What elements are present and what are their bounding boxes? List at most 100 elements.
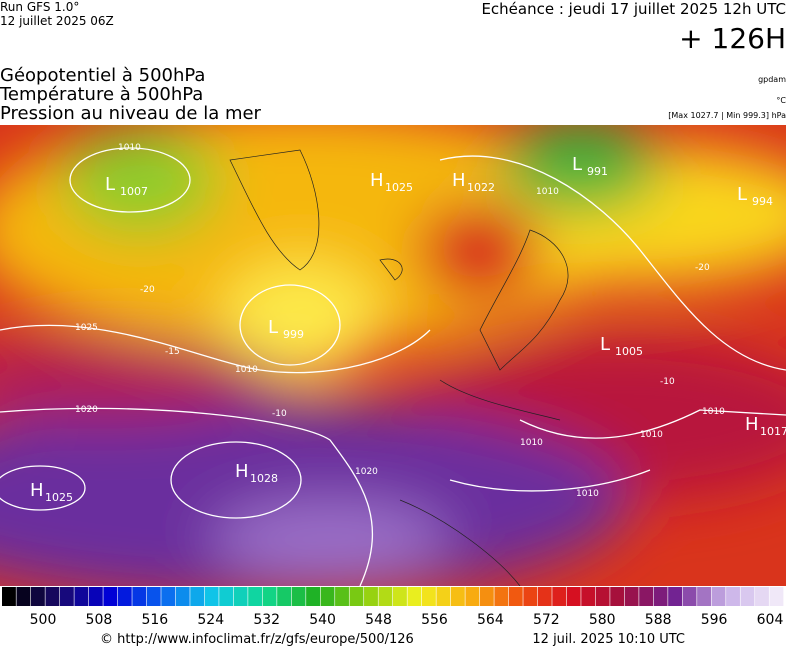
pressure-value: 991 bbox=[587, 165, 608, 178]
color-swatch bbox=[726, 587, 740, 606]
contour-label: 1010 bbox=[640, 430, 663, 440]
contour-label: 1020 bbox=[355, 467, 378, 477]
pressure-value: 1022 bbox=[467, 181, 495, 194]
color-swatch bbox=[552, 587, 567, 606]
pressure-value: 1025 bbox=[45, 491, 73, 504]
color-swatch bbox=[2, 587, 16, 606]
color-swatch bbox=[233, 587, 248, 606]
colorbar-tick-label: 508 bbox=[86, 612, 113, 628]
color-swatch bbox=[204, 587, 219, 606]
color-swatch bbox=[407, 587, 422, 606]
pressure-value: 1028 bbox=[250, 472, 278, 485]
pressure-value: 994 bbox=[752, 195, 773, 208]
color-swatch bbox=[262, 587, 277, 606]
color-swatch bbox=[248, 587, 263, 606]
color-swatch bbox=[711, 587, 726, 606]
run-date: 12 juillet 2025 06Z bbox=[0, 14, 114, 28]
field: Température à 500hPa bbox=[0, 84, 203, 105]
color-swatch bbox=[769, 587, 784, 606]
pressure-center: L bbox=[737, 184, 747, 205]
colorbar-tick-label: 500 bbox=[30, 612, 57, 628]
colorbar-tick-label: 604 bbox=[757, 612, 784, 628]
color-swatch bbox=[349, 587, 364, 606]
contour-label: 1010 bbox=[536, 187, 559, 197]
pressure-value: 1025 bbox=[385, 181, 413, 194]
color-swatch bbox=[697, 587, 711, 606]
pressure-center: L bbox=[105, 174, 115, 195]
color-swatch bbox=[190, 587, 205, 606]
pressure-center: L bbox=[572, 154, 582, 175]
color-swatch bbox=[755, 587, 769, 606]
color-swatch bbox=[291, 587, 306, 606]
contour-label: -10 bbox=[272, 409, 287, 419]
colorbar-tick-label: 596 bbox=[701, 612, 728, 628]
color-swatch bbox=[450, 587, 465, 606]
color-swatch bbox=[320, 587, 335, 606]
colorbar-tick-label: 588 bbox=[645, 612, 672, 628]
color-swatch bbox=[117, 587, 132, 606]
contour-label: 1010 bbox=[235, 365, 258, 375]
color-swatch bbox=[74, 587, 89, 606]
color-swatch bbox=[740, 587, 755, 606]
color-swatch bbox=[364, 587, 378, 606]
colorbar-tick-label: 564 bbox=[477, 612, 504, 628]
color-swatch bbox=[277, 587, 292, 606]
contour-label: 1010 bbox=[520, 438, 543, 448]
colorbar-tick-label: 548 bbox=[365, 612, 392, 628]
color-swatch bbox=[59, 587, 74, 606]
contour-label: 1020 bbox=[75, 405, 98, 415]
timestamp: 12 juil. 2025 10:10 UTC bbox=[532, 632, 685, 647]
color-swatch bbox=[45, 587, 60, 606]
color-swatch bbox=[566, 587, 581, 606]
contour-label: -20 bbox=[140, 285, 155, 295]
pressure-center: L bbox=[600, 334, 610, 355]
color-swatch bbox=[465, 587, 480, 606]
pressure-value: 999 bbox=[283, 328, 304, 341]
color-swatch bbox=[595, 587, 610, 606]
contour-label: -15 bbox=[165, 347, 180, 357]
colorbar-tick-label: 516 bbox=[141, 612, 168, 628]
color-swatch bbox=[306, 587, 320, 606]
color-swatch bbox=[132, 587, 147, 606]
unit: °C bbox=[776, 96, 786, 105]
color-swatch bbox=[682, 587, 697, 606]
pressure-center: H bbox=[30, 480, 44, 501]
unit: [Max 1027.7 | Min 999.3] hPa bbox=[668, 111, 786, 120]
pressure-center: L bbox=[268, 317, 278, 338]
color-swatch bbox=[393, 587, 407, 606]
color-swatch bbox=[653, 587, 668, 606]
field: Pression au niveau de la mer bbox=[0, 103, 262, 124]
unit: gpdam bbox=[758, 75, 786, 84]
colorbar: 500 508 516 524 532 540 548 556 564 572 580 588 596 6… bbox=[2, 587, 783, 628]
pressure-center: H bbox=[452, 170, 466, 191]
contour-label: 1010 bbox=[118, 143, 141, 153]
color-swatch bbox=[175, 587, 190, 606]
colorbar-tick-label: 580 bbox=[589, 612, 616, 628]
color-swatch bbox=[103, 587, 118, 606]
color-swatch bbox=[494, 587, 509, 606]
color-swatch bbox=[421, 587, 436, 606]
contour-label: -10 bbox=[660, 377, 675, 387]
pressure-value: 1017 bbox=[760, 425, 786, 438]
pressure-center: H bbox=[235, 461, 249, 482]
color-swatch bbox=[378, 587, 393, 606]
colorbar-tick-label: 540 bbox=[309, 612, 336, 628]
colorbar-tick-label: 532 bbox=[253, 612, 280, 628]
forecast: Echéance : jeudi 17 juillet 2025 12h UTC bbox=[481, 0, 786, 18]
color-swatch bbox=[146, 587, 161, 606]
color-swatch bbox=[639, 587, 654, 606]
contour-label: -20 bbox=[695, 263, 710, 273]
contour-label: 1010 bbox=[702, 407, 725, 417]
color-swatch bbox=[335, 587, 349, 606]
color-swatch bbox=[219, 587, 234, 606]
color-swatch bbox=[88, 587, 103, 606]
colorbar-tick-label: 524 bbox=[197, 612, 224, 628]
color-swatch bbox=[668, 587, 683, 606]
pressure-center: H bbox=[745, 414, 759, 435]
colorbar-tick-label: 556 bbox=[421, 612, 448, 628]
field: Géopotentiel à 500hPa bbox=[0, 65, 205, 86]
color-swatch bbox=[537, 587, 552, 606]
source: © http://www.infoclimat.fr/z/gfs/europe/… bbox=[100, 632, 414, 647]
